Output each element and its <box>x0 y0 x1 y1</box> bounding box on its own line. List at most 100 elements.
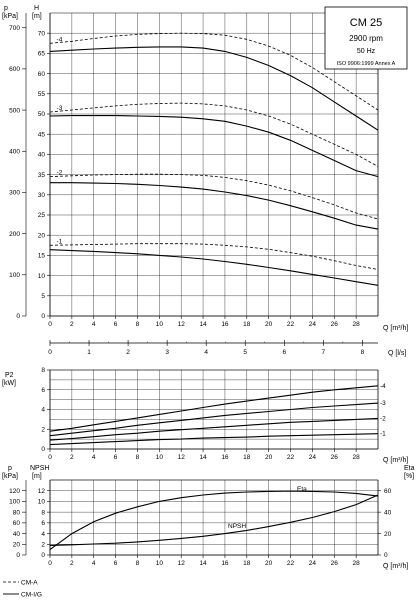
h-axis-label: H <box>34 5 39 12</box>
p2-curve--2 <box>49 417 379 441</box>
p2-curve-label: -3 <box>380 400 386 407</box>
p2-curve--4 <box>49 385 379 432</box>
h-ytick-label: 35 <box>38 172 46 179</box>
h-ytick-label: 45 <box>38 131 46 138</box>
npsh-xtick-label: 22 <box>287 560 295 567</box>
p2-xtick-label: 22 <box>287 454 295 461</box>
h-ytick-label: 5 <box>41 293 45 300</box>
q-axis-label-p2: Q [m³/h] <box>383 457 408 464</box>
h-xtick-label: 12 <box>178 321 186 328</box>
npsh-curve-label: NPSH <box>228 523 246 530</box>
npsh-xtick-label: 12 <box>178 560 186 567</box>
eta-ytick-label: 60 <box>384 488 392 495</box>
pump-speed: 2900 rpm <box>349 34 383 43</box>
p-kpa-axis-unit: [kPa] <box>2 473 18 480</box>
npsh-kpa-tick-label: 0 <box>16 552 20 559</box>
h-curve--3 <box>49 102 379 167</box>
npsh-xtick-label: 6 <box>114 560 118 567</box>
q-ls-tick-label: 0 <box>48 349 52 356</box>
h-ytick-label: 55 <box>38 91 46 98</box>
h-xtick-label: 10 <box>156 321 164 328</box>
h-ytick-label: 0 <box>41 313 45 320</box>
p2-xtick-label: 8 <box>136 454 140 461</box>
q-ls-tick-label: 5 <box>243 349 247 356</box>
npsh-xtick-label: 20 <box>265 560 273 567</box>
p2-xtick-label: 20 <box>265 454 273 461</box>
p2-xtick-label: 12 <box>178 454 186 461</box>
h-curve-label: -2 <box>57 170 63 177</box>
h-ytick-label: 65 <box>38 51 46 58</box>
npsh-kpa-tick-label: 60 <box>13 520 21 527</box>
h-xtick-label: 0 <box>48 321 52 328</box>
npsh-ytick-label: 8 <box>41 509 45 516</box>
p2-curve-label: -4 <box>380 383 386 390</box>
h-curve-solid-1 <box>49 46 379 131</box>
h-xtick-label: 26 <box>331 321 339 328</box>
p2-xtick-label: 10 <box>156 454 164 461</box>
npsh-ytick-label: 0 <box>41 552 45 559</box>
npsh-kpa-tick-label: 40 <box>13 531 21 538</box>
q-axis-label-npsh: Q [m³/h] <box>383 563 408 570</box>
q-ls-axis-label: Q [l/s] <box>388 350 406 357</box>
p2-ytick-label: 8 <box>41 367 45 374</box>
npsh-ytick-label: 10 <box>38 499 46 506</box>
p-axis-label: p <box>4 5 8 12</box>
h-xtick-label: 20 <box>265 321 273 328</box>
eta-ytick-label: 0 <box>384 552 388 559</box>
npsh-xtick-label: 0 <box>48 560 52 567</box>
h-curve--1 <box>49 243 379 270</box>
npsh-ytick-label: 6 <box>41 520 45 527</box>
p2-ytick-label: 2 <box>41 426 45 433</box>
h-ytick-label: 30 <box>38 192 46 199</box>
h-xtick-label: 28 <box>353 321 361 328</box>
q-axis-label-main: Q [m³/h] <box>383 325 408 332</box>
legend-label-cm-a: CM-A <box>21 580 38 587</box>
h-xtick-label: 18 <box>243 321 251 328</box>
h-xtick-label: 14 <box>199 321 207 328</box>
npsh-kpa-tick-label: 80 <box>13 509 21 516</box>
p2-xtick-label: 16 <box>221 454 229 461</box>
h-xtick-label: 2 <box>70 321 74 328</box>
p-kpa-tick-label: 300 <box>9 190 20 197</box>
p2-curve--1 <box>49 433 379 446</box>
h-curve-label: -1 <box>57 238 63 245</box>
npsh-eta-panel: 0 2 4 6 8 10 12 14 16 18 20 22 24 26 28024681012020406… <box>9 479 392 567</box>
npsh-kpa-tick-label: 20 <box>13 541 21 548</box>
p2-axis-unit: [kW] <box>2 380 16 387</box>
pump-info-box: CM 25 2900 rpm 50 Hz ISO 9906:1999 Annex… <box>324 6 408 70</box>
npsh-kpa-tick-label: 100 <box>9 499 20 506</box>
h-xtick-label: 22 <box>287 321 295 328</box>
p2-ytick-label: 0 <box>41 446 45 453</box>
npsh-xtick-label: 24 <box>309 560 317 567</box>
npsh-axis-label: NPSH <box>30 465 49 472</box>
h-ytick-label: 20 <box>38 232 46 239</box>
p-kpa-tick-label: 200 <box>9 231 20 238</box>
npsh-xtick-label: 10 <box>156 560 164 567</box>
h-ytick-label: 10 <box>38 273 46 280</box>
npsh-xtick-label: 4 <box>92 560 96 567</box>
npsh-xtick-label: 18 <box>243 560 251 567</box>
h-ytick-label: 60 <box>38 71 46 78</box>
pump-model: CM 25 <box>350 17 382 29</box>
p-axis-unit: [kPa] <box>2 13 18 20</box>
q-ls-tick-label: 6 <box>282 349 286 356</box>
p2-curve--3 <box>49 402 379 437</box>
h-curve--4 <box>49 32 379 111</box>
npsh-xtick-label: 14 <box>199 560 207 567</box>
h-curve-label: -4 <box>57 36 63 43</box>
h-curve-solid-3 <box>49 115 379 178</box>
h-xtick-label: 4 <box>92 321 96 328</box>
h-ytick-label: 70 <box>38 30 46 37</box>
q-ls-tick-label: 4 <box>204 349 208 356</box>
p-kpa-tick-label: 700 <box>9 25 20 32</box>
p2-xtick-label: 18 <box>243 454 251 461</box>
h-curve-solid-5 <box>50 182 379 230</box>
q-ls-tick-label: 1 <box>87 349 91 356</box>
npsh-curve <box>49 494 379 546</box>
q-ls-tick-label: 8 <box>361 349 365 356</box>
p2-ytick-label: 6 <box>41 387 45 394</box>
h-curve--2 <box>49 173 379 220</box>
q-ls-tick-label: 2 <box>126 349 130 356</box>
eta-curve-label: Eta <box>297 486 307 493</box>
